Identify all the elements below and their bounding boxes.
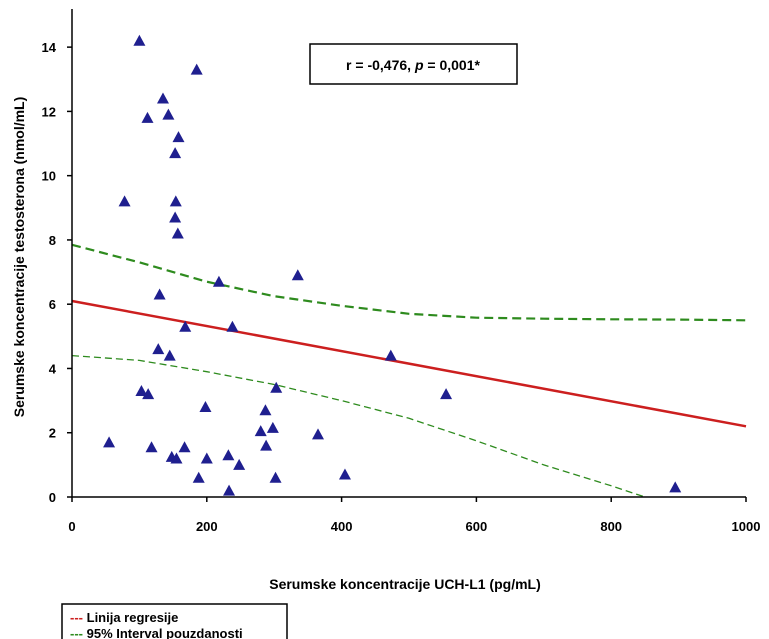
- legend-box: [61, 603, 288, 639]
- data-point-27: [312, 428, 325, 440]
- ci-upper-line: [71, 243, 747, 322]
- annotation-p-symbol: p: [414, 57, 424, 73]
- x-tick-label: 1000: [732, 519, 761, 534]
- data-point-9: [169, 211, 182, 223]
- data-point-8: [169, 195, 182, 207]
- y-tick-label: 8: [49, 233, 56, 248]
- data-point-31: [260, 439, 273, 451]
- y-tick-label: 10: [42, 169, 56, 184]
- data-point-25: [266, 421, 279, 433]
- ci-lower-line: [71, 354, 646, 498]
- annotation-p: = 0,001*: [424, 57, 481, 73]
- data-point-20: [142, 388, 155, 400]
- data-point-1: [190, 63, 203, 75]
- data-point-35: [222, 449, 235, 461]
- data-point-2: [156, 92, 169, 104]
- data-point-12: [212, 275, 225, 287]
- legend-label-ci: 95% Interval pouzdanosti: [87, 626, 243, 639]
- regression-line-group: [71, 299, 747, 428]
- y-tick-label: 4: [49, 361, 57, 376]
- tick-labels: 0 200 400 600 800 1000 0 2 4 6 8 10 12 14: [42, 40, 761, 534]
- statistics-annotation: r = -0,476, p = 0,001*: [309, 43, 518, 85]
- data-point-0: [133, 34, 146, 46]
- data-point-39: [338, 468, 351, 480]
- data-point-37: [192, 471, 205, 483]
- regression-line: [71, 299, 747, 428]
- data-point-5: [172, 131, 185, 143]
- confidence-interval-lines: [71, 243, 747, 498]
- y-tick-label: 14: [42, 40, 57, 55]
- data-point-22: [440, 388, 453, 400]
- data-point-19: [135, 384, 148, 396]
- legend-marker-regression: ---: [70, 610, 83, 625]
- data-point-33: [170, 452, 183, 464]
- y-axis-title: Serumske koncentracije testosterona (nmo…: [11, 97, 27, 418]
- x-tick-label: 200: [196, 519, 218, 534]
- data-point-38: [269, 471, 282, 483]
- annotation-box: [309, 43, 518, 85]
- data-point-6: [169, 147, 182, 159]
- data-point-3: [162, 108, 175, 120]
- data-point-26: [254, 425, 267, 437]
- data-point-30: [178, 441, 191, 453]
- data-point-4: [141, 111, 154, 123]
- annotation-text: r = -0,476, p = 0,001*: [346, 57, 480, 73]
- data-point-24: [259, 404, 272, 416]
- data-point-10: [171, 227, 184, 239]
- data-point-36: [233, 458, 246, 470]
- data-point-41: [669, 481, 682, 493]
- x-tick-label: 400: [331, 519, 353, 534]
- legend-item-regression: --- Linija regresije: [70, 610, 178, 625]
- data-point-23: [199, 401, 212, 413]
- data-point-34: [200, 452, 213, 464]
- data-point-7: [118, 195, 131, 207]
- legend-label-regression: Linija regresije: [87, 610, 179, 625]
- data-point-13: [153, 288, 166, 300]
- y-tick-label: 12: [42, 104, 56, 119]
- x-tick-label: 600: [466, 519, 488, 534]
- x-axis-title: Serumske koncentracije UCH-L1 (pg/mL): [269, 576, 541, 592]
- data-point-14: [179, 320, 192, 332]
- data-point-28: [103, 436, 116, 448]
- data-point-11: [291, 269, 304, 281]
- legend-item-ci: --- 95% Interval pouzdanosti: [70, 626, 243, 639]
- legend: --- Linija regresije --- 95% Interval po…: [61, 603, 288, 639]
- legend-marker-ci: ---: [70, 626, 83, 639]
- data-point-21: [270, 381, 283, 393]
- x-tick-label: 800: [600, 519, 622, 534]
- scatter-points: [103, 34, 682, 496]
- y-tick-label: 6: [49, 297, 56, 312]
- data-point-18: [384, 349, 397, 361]
- data-point-15: [226, 320, 239, 332]
- data-point-29: [145, 441, 158, 453]
- data-point-17: [163, 349, 176, 361]
- axes: [67, 9, 747, 502]
- y-tick-label: 2: [49, 426, 56, 441]
- x-tick-label: 0: [68, 519, 75, 534]
- y-tick-label: 0: [49, 490, 56, 505]
- annotation-r: r = -0,476,: [346, 57, 415, 73]
- data-point-40: [223, 484, 236, 496]
- data-point-16: [152, 343, 165, 355]
